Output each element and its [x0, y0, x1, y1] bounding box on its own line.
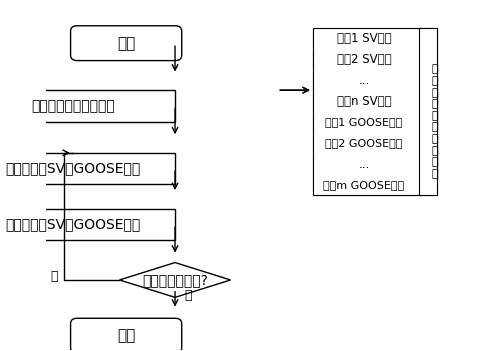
- Text: ...: ...: [358, 74, 369, 87]
- Bar: [420, 27, 437, 195]
- FancyBboxPatch shape: [0, 153, 175, 184]
- Text: 设备2 SV开入: 设备2 SV开入: [337, 53, 391, 66]
- Text: 设备1 SV开入: 设备1 SV开入: [337, 32, 391, 45]
- Text: 设备2 GOOSE开入: 设备2 GOOSE开入: [325, 138, 402, 148]
- Bar: [313, 134, 415, 153]
- Text: 二次设备功能编码分区: 二次设备功能编码分区: [31, 99, 115, 113]
- FancyBboxPatch shape: [70, 26, 182, 61]
- Bar: [313, 71, 415, 90]
- Bar: [313, 27, 437, 195]
- Text: 所有间隔关联完?: 所有间隔关联完?: [142, 273, 208, 287]
- Text: 结束: 结束: [117, 328, 135, 343]
- FancyBboxPatch shape: [0, 90, 175, 121]
- Bar: [313, 50, 415, 69]
- Bar: [313, 154, 415, 174]
- Bar: [313, 113, 415, 132]
- Text: 跨间隔设备SV、GOOSE关联: 跨间隔设备SV、GOOSE关联: [5, 217, 140, 231]
- Text: 是: 是: [184, 289, 191, 302]
- Text: 开始: 开始: [117, 36, 135, 51]
- Bar: [313, 176, 415, 195]
- Bar: [313, 29, 415, 48]
- Text: ...: ...: [358, 158, 369, 171]
- FancyBboxPatch shape: [0, 208, 175, 240]
- Bar: [313, 92, 415, 111]
- Text: 设备1 GOOSE开入: 设备1 GOOSE开入: [325, 117, 402, 127]
- FancyBboxPatch shape: [70, 318, 182, 351]
- Polygon shape: [120, 263, 231, 297]
- Text: 否: 否: [51, 270, 58, 283]
- Text: 二
次
设
备
功
能
编
码
分
区: 二 次 设 备 功 能 编 码 分 区: [432, 64, 438, 179]
- Text: 设备n SV开入: 设备n SV开入: [337, 95, 391, 108]
- Text: 设备m GOOSE开入: 设备m GOOSE开入: [323, 180, 404, 190]
- Text: 本间隔设备SV、GOOSE关联: 本间隔设备SV、GOOSE关联: [5, 161, 140, 176]
